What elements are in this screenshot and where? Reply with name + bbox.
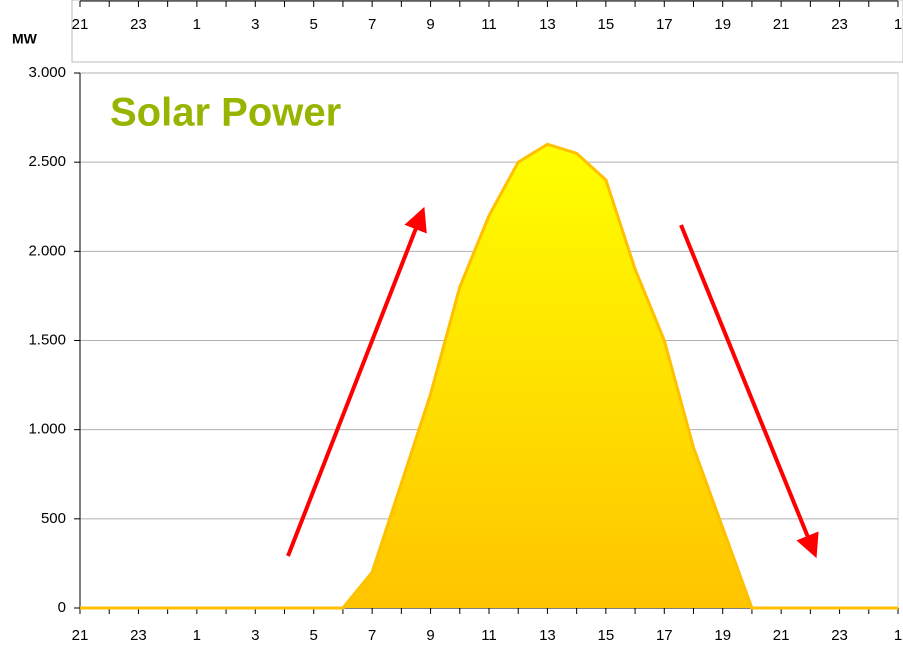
- top-x-tick-label: 11: [481, 16, 497, 33]
- x-tick-label: 15: [598, 627, 615, 644]
- x-tick-label: 11: [481, 627, 497, 644]
- x-tick-label: 3: [251, 627, 259, 644]
- top-x-tick-label: 13: [539, 16, 556, 33]
- y-tick-label: 3.000: [28, 64, 66, 81]
- chart-title: Solar Power: [110, 91, 341, 135]
- top-x-tick-label: 7: [368, 16, 376, 33]
- y-tick-label: 1.000: [28, 421, 66, 438]
- top-x-tick-label: 15: [598, 16, 615, 33]
- x-tick-label: 5: [310, 627, 318, 644]
- x-tick-label: 9: [426, 627, 434, 644]
- rise-arrow: [286, 206, 427, 557]
- top-x-tick-label: 1: [894, 16, 902, 33]
- y-tick-label: 2.000: [28, 242, 66, 259]
- fall-arrow: [679, 224, 819, 559]
- y-tick-label: 2.500: [28, 153, 66, 170]
- top-x-tick-label: 5: [310, 16, 318, 33]
- top-x-tick-label: 21: [72, 16, 89, 33]
- top-x-tick-label: 23: [831, 16, 848, 33]
- area-outline: [80, 142, 898, 610]
- y-tick-label: 500: [41, 510, 66, 527]
- y-tick-label: 0: [58, 599, 66, 616]
- x-tick-label: 7: [368, 627, 376, 644]
- top-x-tick-label: 1: [193, 16, 201, 33]
- top-x-tick-label: 19: [714, 16, 731, 33]
- area: [80, 144, 898, 609]
- x-tick-label: 1: [894, 627, 902, 644]
- top-x-tick-label: 9: [426, 16, 434, 33]
- top-x-tick-label: 21: [773, 16, 790, 33]
- y-tick-label: 1.500: [28, 331, 66, 348]
- top-strip: [71, 0, 903, 63]
- x-tick-label: 21: [773, 627, 790, 644]
- x-tick-label: 23: [831, 627, 848, 644]
- x-tick-label: 21: [72, 627, 89, 644]
- x-tick-label: 1: [193, 627, 201, 644]
- x-tick-label: 17: [656, 627, 673, 644]
- x-tick-label: 23: [130, 627, 147, 644]
- top-x-tick-label: 23: [130, 16, 147, 33]
- y-axis-label: MW: [12, 31, 38, 47]
- x-tick-label: 13: [539, 627, 556, 644]
- top-x-tick-label: 3: [251, 16, 259, 33]
- x-tick-label: 19: [714, 627, 731, 644]
- top-x-tick-label: 17: [656, 16, 673, 33]
